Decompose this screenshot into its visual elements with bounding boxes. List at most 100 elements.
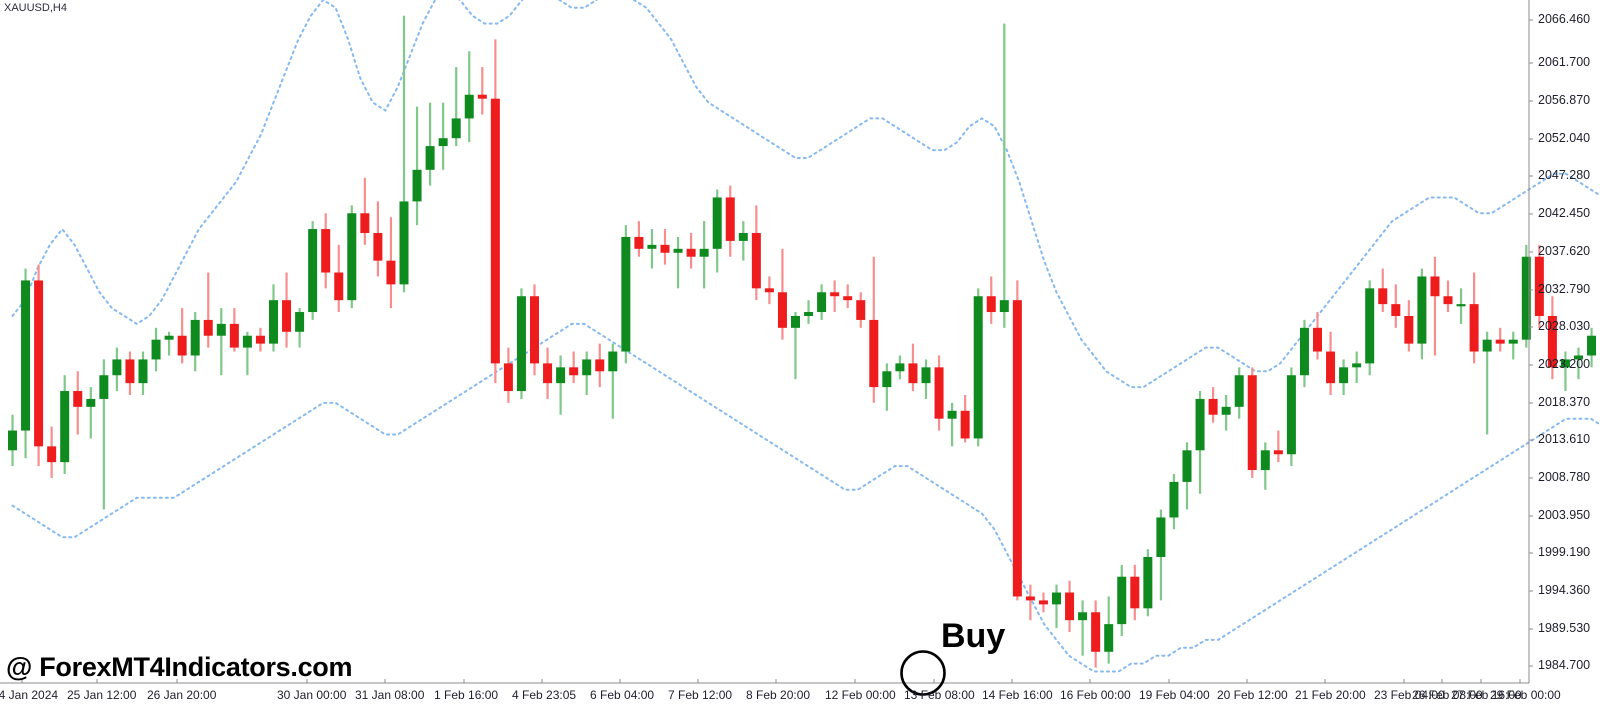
candlestick[interactable] xyxy=(190,312,200,372)
candlestick[interactable] xyxy=(216,308,226,376)
candlestick[interactable] xyxy=(830,280,840,313)
candlestick[interactable] xyxy=(738,221,748,261)
candlestick[interactable] xyxy=(1221,394,1231,431)
candlestick[interactable] xyxy=(530,284,539,376)
candlestick[interactable] xyxy=(34,264,44,467)
candlestick[interactable] xyxy=(242,331,252,376)
candlestick[interactable] xyxy=(373,201,383,277)
candlestick[interactable] xyxy=(99,359,109,510)
candlestick[interactable] xyxy=(490,39,500,384)
candlestick[interactable] xyxy=(334,244,344,313)
candlestick[interactable] xyxy=(947,402,957,447)
candlestick[interactable] xyxy=(229,308,239,352)
candlestick[interactable] xyxy=(282,272,292,348)
candlestick[interactable] xyxy=(1260,442,1270,490)
candlestick[interactable] xyxy=(1587,327,1597,368)
candlestick[interactable] xyxy=(725,185,735,257)
candlestick[interactable] xyxy=(1038,592,1048,613)
candlestick[interactable] xyxy=(1560,351,1570,392)
candlestick[interactable] xyxy=(412,106,422,226)
candlestick[interactable] xyxy=(856,292,866,328)
candlestick[interactable] xyxy=(125,351,135,395)
candlestick[interactable] xyxy=(777,248,787,340)
candlestick[interactable] xyxy=(1430,256,1440,356)
candlestick[interactable] xyxy=(1417,268,1427,360)
candlestick[interactable] xyxy=(1378,268,1388,313)
candlestick[interactable] xyxy=(1182,442,1192,510)
candlestick[interactable] xyxy=(882,363,892,411)
candlestick[interactable] xyxy=(451,67,461,147)
candlestick[interactable] xyxy=(712,189,722,273)
candlestick[interactable] xyxy=(1104,596,1114,664)
candlestick[interactable] xyxy=(269,284,278,352)
candlestick[interactable] xyxy=(1352,351,1362,384)
candlestick[interactable] xyxy=(47,426,57,478)
candlestick[interactable] xyxy=(203,272,213,348)
candlestick[interactable] xyxy=(608,343,618,419)
candlestick[interactable] xyxy=(347,205,357,309)
candlestick[interactable] xyxy=(621,225,631,364)
candlestick[interactable] xyxy=(1091,600,1101,668)
candlestick[interactable] xyxy=(1391,284,1401,328)
candlestick[interactable] xyxy=(1313,312,1322,360)
candlestick[interactable] xyxy=(817,284,827,320)
candlestick[interactable] xyxy=(895,355,905,380)
candlestick[interactable] xyxy=(1052,584,1061,629)
candlestick[interactable] xyxy=(751,205,761,301)
candlestick[interactable] xyxy=(321,213,331,289)
candlestick[interactable] xyxy=(1012,280,1022,601)
candlestick[interactable] xyxy=(1326,331,1336,395)
candlestick[interactable] xyxy=(177,308,187,364)
candlestick[interactable] xyxy=(804,300,814,324)
candlestick[interactable] xyxy=(425,102,435,186)
candlestick[interactable] xyxy=(764,276,774,305)
candlestick[interactable] xyxy=(1078,600,1088,656)
candlestick[interactable] xyxy=(1286,367,1296,467)
candlestick[interactable] xyxy=(438,102,448,170)
candlestick[interactable] xyxy=(673,236,683,289)
candlestick[interactable] xyxy=(151,327,161,372)
candlestick[interactable] xyxy=(1469,272,1479,364)
candlestick[interactable] xyxy=(1574,347,1583,380)
candlestick[interactable] xyxy=(556,355,566,415)
candlestick[interactable] xyxy=(973,288,983,447)
candlestick[interactable] xyxy=(1339,359,1349,395)
candlestick[interactable] xyxy=(73,371,83,435)
candlestick[interactable] xyxy=(960,394,970,443)
candlestick[interactable] xyxy=(908,343,918,392)
candlestick[interactable] xyxy=(1508,331,1518,360)
candlestick[interactable] xyxy=(660,229,670,265)
candlestick[interactable] xyxy=(86,387,96,439)
candlestick[interactable] xyxy=(8,414,17,467)
candlestick[interactable] xyxy=(791,312,800,380)
candlestick[interactable] xyxy=(1130,564,1140,621)
candlestick[interactable] xyxy=(1143,549,1153,617)
candlestick[interactable] xyxy=(138,351,148,395)
candlestick[interactable] xyxy=(516,288,526,399)
candlestick[interactable] xyxy=(699,221,709,289)
candlestick[interactable] xyxy=(1521,244,1531,348)
candlestick[interactable] xyxy=(921,359,931,399)
candlestick[interactable] xyxy=(595,343,605,388)
candlestick[interactable] xyxy=(1299,319,1309,388)
candlestick[interactable] xyxy=(869,256,879,403)
candlestick[interactable] xyxy=(1404,300,1414,352)
candlestick[interactable] xyxy=(503,347,513,403)
candlestick[interactable] xyxy=(999,23,1009,328)
candlestick[interactable] xyxy=(1365,280,1375,376)
candlestick[interactable] xyxy=(112,347,122,392)
candlestick[interactable] xyxy=(1117,564,1127,636)
candlestick[interactable] xyxy=(21,268,31,459)
candlestick[interactable] xyxy=(1208,387,1218,423)
candlestick[interactable] xyxy=(164,331,174,356)
candlestick[interactable] xyxy=(686,233,696,269)
candlestick[interactable] xyxy=(1547,296,1557,380)
candlestick[interactable] xyxy=(1025,584,1035,621)
candlestick[interactable] xyxy=(360,177,370,245)
candlestick[interactable] xyxy=(1065,580,1075,633)
candlestick[interactable] xyxy=(569,351,579,384)
candlestick[interactable] xyxy=(1247,367,1257,478)
candlestick[interactable] xyxy=(477,67,487,115)
candlestick[interactable] xyxy=(386,217,396,309)
